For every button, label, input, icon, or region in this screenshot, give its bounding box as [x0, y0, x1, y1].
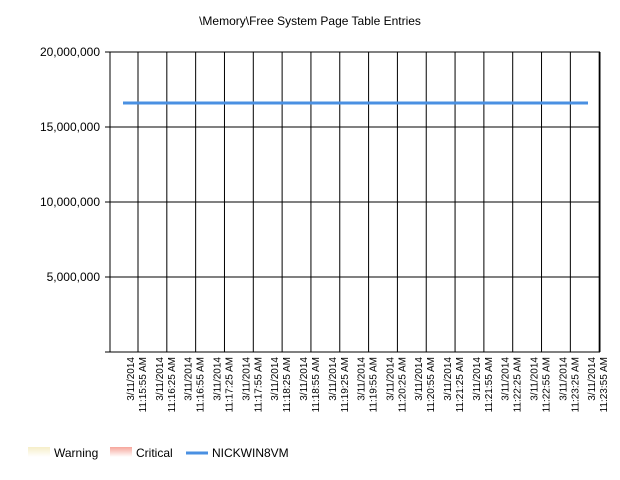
x-tick-label: 3/11/201411:19:55 AM	[357, 357, 380, 413]
legend-label: Critical	[136, 446, 173, 460]
y-tick-label: 10,000,000	[40, 195, 100, 209]
legend: Warning Critical NICKWIN8VM	[28, 446, 289, 460]
legend-swatch	[110, 447, 132, 457]
x-tick-label: 3/11/201411:21:25 AM	[443, 357, 466, 413]
legend-label: Warning	[54, 446, 98, 460]
x-axis-ticks: 3/11/201411:15:55 AM 3/11/201411:16:25 AM…	[126, 357, 610, 413]
x-tick-label: 3/11/201411:23:25 AM	[558, 357, 581, 413]
x-tick-label: 3/11/201411:16:25 AM	[155, 357, 178, 413]
x-tick-label: 3/11/201411:17:55 AM	[241, 357, 264, 413]
legend-swatch	[28, 447, 50, 457]
y-axis-ticks: 5,000,000 10,000,000 15,000,000 20,000,000	[40, 45, 110, 353]
y-tick-label: 20,000,000	[40, 45, 100, 59]
x-tick-label: 3/11/201411:15:55 AM	[126, 357, 149, 413]
grid	[109, 51, 601, 353]
x-tick-label: 3/11/201411:23:55 AM	[587, 357, 610, 413]
x-tick-label: 3/11/201411:17:25 AM	[212, 357, 235, 413]
chart-title: \Memory\Free System Page Table Entries	[199, 14, 421, 28]
x-tick-label: 3/11/201411:18:25 AM	[270, 357, 293, 413]
x-tick-label: 3/11/201411:22:55 AM	[530, 357, 553, 413]
x-tick-label: 3/11/201411:22:25 AM	[501, 357, 524, 413]
x-tick-label: 3/11/201411:18:55 AM	[299, 357, 322, 413]
legend-item-critical: Critical	[110, 446, 173, 460]
y-tick-label: 15,000,000	[40, 120, 100, 134]
legend-item-warning: Warning	[28, 446, 98, 460]
x-tick-label: 3/11/201411:20:55 AM	[414, 357, 437, 413]
x-tick-label: 3/11/201411:16:55 AM	[184, 357, 207, 413]
x-tick-label: 3/11/201411:20:25 AM	[385, 357, 408, 413]
y-tick-label: 5,000,000	[47, 270, 101, 284]
legend-label: NICKWIN8VM	[212, 446, 289, 460]
x-tick-label: 3/11/201411:21:55 AM	[472, 357, 495, 413]
x-tick-label: 3/11/201411:19:25 AM	[328, 357, 351, 413]
legend-item-nickwin8vm: NICKWIN8VM	[186, 446, 289, 460]
